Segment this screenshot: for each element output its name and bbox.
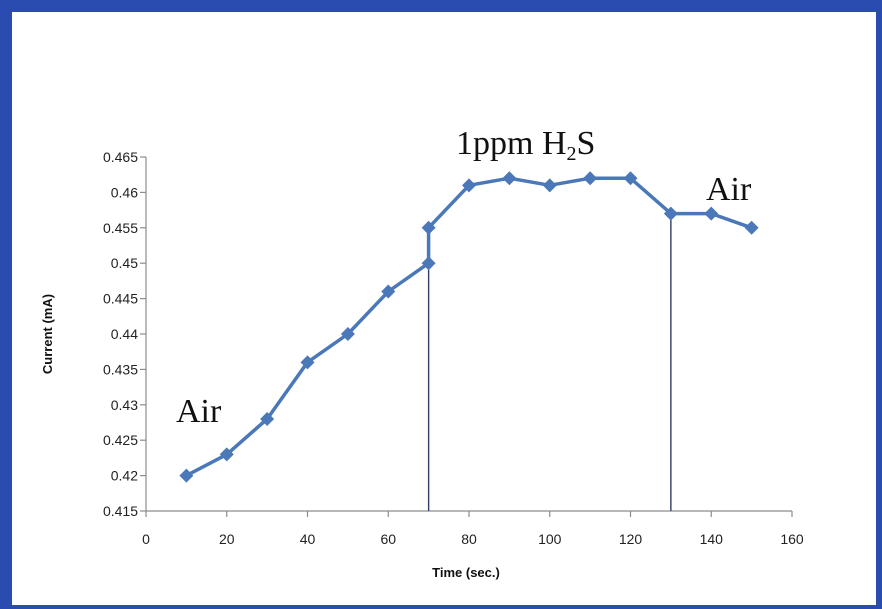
annotation-h2s-subscript: 2	[567, 143, 577, 165]
data-point	[421, 220, 436, 235]
y-tick-label: 0.455	[103, 220, 138, 236]
y-axis-title: Current (mA)	[40, 294, 55, 374]
y-tick-label: 0.415	[103, 503, 138, 519]
x-tick-label: 100	[538, 531, 562, 547]
y-tick-label: 0.44	[111, 326, 138, 342]
annotation-h2s-end: S	[577, 125, 596, 162]
data-point	[583, 171, 598, 186]
x-tick-label: 120	[619, 531, 643, 547]
annotation-h2s-main: 1ppm H	[456, 125, 567, 162]
x-tick-label: 40	[300, 531, 316, 547]
data-point	[623, 171, 638, 186]
data-point	[462, 178, 476, 193]
data-point	[179, 468, 194, 483]
series-current	[179, 171, 759, 483]
y-tick-label: 0.465	[103, 149, 138, 165]
annotation-air-end: Air	[706, 171, 752, 208]
y-tick-label: 0.425	[103, 432, 138, 448]
data-point	[704, 206, 719, 221]
y-tick-label: 0.45	[111, 255, 138, 271]
annotation-h2s: 1ppm H2S	[456, 125, 595, 165]
data-point	[744, 220, 759, 235]
data-point	[381, 284, 396, 299]
data-point	[219, 447, 234, 462]
y-tick-label: 0.46	[111, 184, 138, 200]
x-tick-label: 60	[380, 531, 396, 547]
y-tick-label: 0.445	[103, 291, 138, 307]
y-tick-label: 0.42	[111, 468, 138, 484]
annotation-air-start: Air	[176, 393, 222, 430]
x-tick-label: 0	[142, 531, 150, 547]
x-tick-label: 140	[700, 531, 724, 547]
data-point	[421, 256, 436, 271]
data-point	[340, 327, 355, 341]
data-point	[502, 171, 517, 186]
data-point	[260, 411, 275, 426]
y-tick-label: 0.435	[103, 361, 138, 377]
y-tick-label: 0.43	[111, 397, 138, 413]
data-point	[300, 355, 315, 370]
event-lines	[427, 213, 672, 511]
x-tick-label: 20	[219, 531, 235, 547]
data-point	[542, 178, 557, 193]
series-line	[185, 176, 753, 478]
x-tick-label: 80	[461, 531, 477, 547]
data-point	[663, 206, 678, 221]
x-tick-label: 160	[780, 531, 804, 547]
x-axis: 0 20 40 60 80 100 120 140 160	[142, 510, 804, 547]
x-axis-title: Time (sec.)	[432, 565, 500, 580]
y-axis: 0.415 0.42 0.425 0.43 0.435 0.44 0.445 0.45 0.45…	[103, 149, 147, 519]
